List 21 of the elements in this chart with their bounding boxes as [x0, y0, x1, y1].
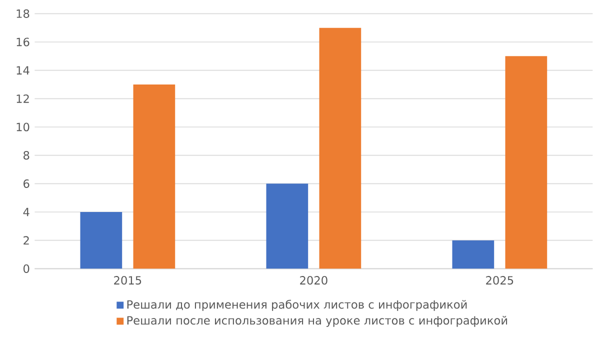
bar — [505, 56, 548, 269]
y-tick-label: 8 — [24, 151, 30, 160]
y-tick-label: 2 — [24, 236, 29, 245]
x-tick-label: 2025 — [486, 276, 514, 285]
y-tick-label: 10 — [16, 122, 30, 132]
bar — [452, 240, 494, 269]
y-tick-label: 16 — [16, 38, 30, 46]
bar — [266, 184, 308, 269]
y-tick-label: 6 — [24, 179, 30, 188]
bar — [133, 84, 176, 269]
bar — [319, 28, 362, 269]
y-tick-label: 18 — [16, 9, 30, 18]
legend-label: Решали после использования на уроке листов с инфографикой — [127, 316, 508, 327]
y-tick-label: 12 — [16, 94, 29, 103]
legend-label: Решали до применения рабочих листов с инфографикой — [127, 300, 467, 311]
bar — [80, 212, 122, 269]
y-tick-label: 0 — [24, 264, 30, 273]
y-tick-label: 14 — [16, 66, 30, 74]
x-tick-label: 2015 — [114, 276, 142, 285]
x-tick-label: 2020 — [300, 276, 328, 285]
y-tick-label: 4 — [23, 208, 30, 216]
